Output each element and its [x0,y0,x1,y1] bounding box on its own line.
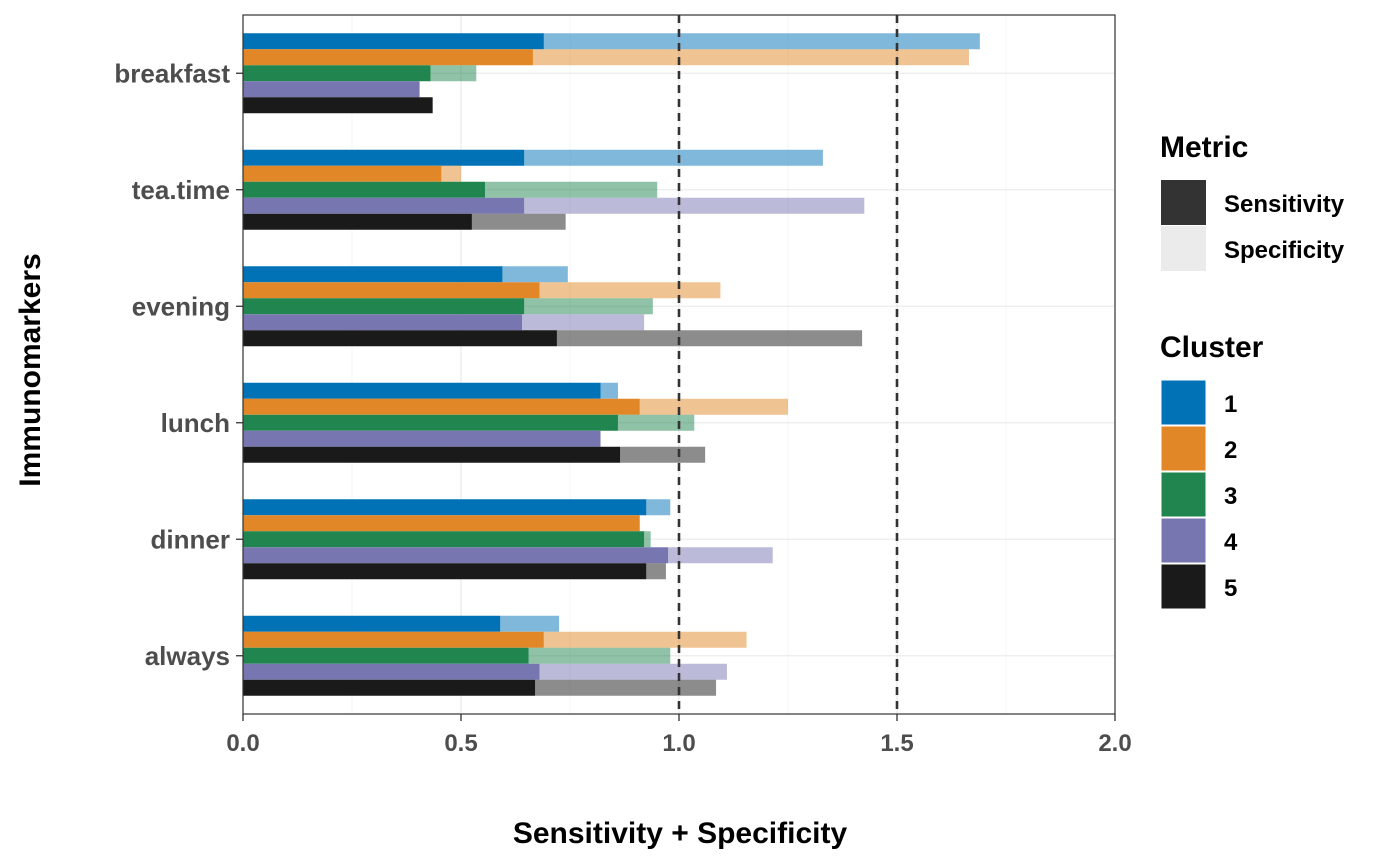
sensitivity-bar [243,266,503,283]
cluster-legend-title: Cluster [1160,331,1264,364]
cluster-legend-key [1160,425,1207,472]
specificity-bar [502,266,568,283]
cluster-legend-label: 5 [1224,575,1237,602]
x-axis-title: Sensitivity + Specificity [513,817,848,850]
y-tick-label: tea.time [132,175,230,205]
sensitivity-bar [243,213,472,230]
sensitivity-bar [243,679,536,696]
sensitivity-bar [243,499,647,516]
x-tick-label: 0.0 [226,730,259,757]
cluster-legend-key [1160,379,1207,426]
sensitivity-bar [243,314,523,331]
sensitivity-bar [243,330,557,347]
cluster-legend: Cluster 1 2 3 4 5 [1160,331,1264,610]
sensitivity-bar [243,382,601,399]
specificity-bar [441,165,461,182]
y-tick-label: lunch [161,408,230,438]
cluster-legend-key [1160,471,1207,518]
metric-legend-label: Sensitivity [1224,191,1345,218]
specificity-bar [532,49,969,66]
metric-legend-title: Metric [1160,131,1248,164]
sensitivity-bar [243,49,533,66]
sensitivity-bar [243,65,431,82]
cluster-legend-label: 1 [1224,391,1237,418]
sensitivity-bar [243,446,621,463]
metric-legend-key [1161,226,1206,271]
specificity-bar [539,663,727,680]
cluster-legend-key [1160,517,1207,564]
axes: 0.0 0.5 1.0 1.5 2.0 breakfast tea.time evening l… [114,58,1131,757]
sensitivity-bar [243,298,525,315]
sensitivity-bar [243,181,485,198]
specificity-bar [639,398,788,415]
sensitivity-bar [243,165,442,182]
sensitivity-bar [243,663,540,680]
specificity-bar [471,213,566,230]
specificity-bar [524,197,865,214]
sensitivity-bar [243,81,420,98]
sensitivity-bar [243,398,640,415]
metric-legend-key [1161,180,1206,225]
sensitivity-bar [243,430,601,447]
specificity-bar [535,679,717,696]
y-tick-label: evening [132,291,230,321]
sensitivity-bar [243,615,501,632]
specificity-bar [500,615,560,632]
y-axis-title: Immunomarkers [14,253,47,486]
sensitivity-bar [243,515,640,532]
specificity-bar [522,314,645,331]
bars [243,33,980,696]
sensitivity-bar [243,282,540,299]
specificity-bar [543,631,747,648]
metric-legend: Metric Sensitivity Specificity [1160,131,1345,271]
x-tick-label: 1.0 [662,730,695,757]
y-tick-label: breakfast [114,58,230,88]
x-tick-label: 1.5 [880,730,913,757]
cluster-legend-label: 2 [1224,437,1237,464]
specificity-bar [646,499,671,516]
sensitivity-bar [243,531,645,548]
x-tick-label: 2.0 [1098,730,1131,757]
sensitivity-bar [243,33,544,50]
sensitivity-bar [243,197,525,214]
sensitivity-bar [243,414,618,431]
cluster-legend-key [1160,563,1207,610]
metric-legend-label: Specificity [1224,237,1345,264]
specificity-bar [620,446,706,463]
sensitivity-bar [243,149,525,166]
specificity-bar [543,33,980,50]
specificity-bar [430,65,477,82]
x-tick-label: 0.5 [444,730,477,757]
sensitivity-bar [243,97,433,114]
sensitivity-bar [243,547,669,564]
y-tick-label: dinner [151,524,230,554]
specificity-bar [668,547,773,564]
specificity-bar [617,414,695,431]
reference-lines [677,15,899,714]
specificity-bar [484,181,658,198]
cluster-legend-label: 3 [1224,483,1237,510]
specificity-bar [528,647,671,664]
sensitivity-bar [243,631,544,648]
sensitivity-bar [243,563,647,580]
y-tick-label: always [145,641,230,671]
specificity-bar [600,382,618,399]
sensitivity-bar [243,647,529,664]
specificity-bar [644,531,651,548]
specificity-bar [539,282,721,299]
specificity-bar [524,149,823,166]
specificity-bar [646,563,666,580]
specificity-bar [556,330,863,347]
specificity-bar [524,298,653,315]
cluster-legend-label: 4 [1224,529,1238,556]
